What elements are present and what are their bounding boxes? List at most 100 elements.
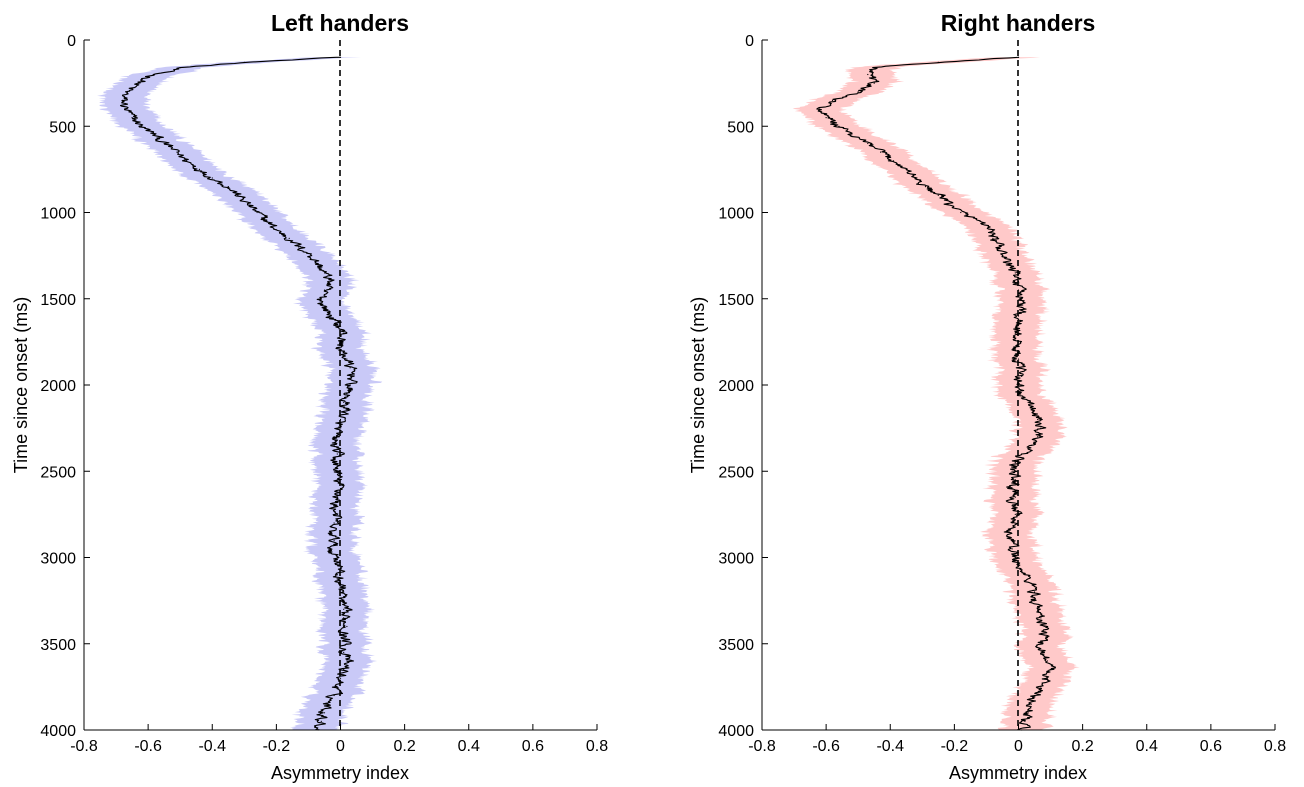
x-tick-label: 0.2 [394, 738, 416, 755]
mean-line [816, 56, 1056, 731]
data-point [1014, 496, 1016, 498]
data-point [867, 142, 869, 145]
data-point [333, 694, 335, 697]
x-tick-label: 0.6 [1200, 738, 1222, 755]
data-point [873, 82, 875, 84]
data-point [937, 194, 939, 196]
y-tick-label: 2000 [40, 378, 76, 395]
data-point [343, 608, 345, 610]
data-point [320, 720, 322, 723]
data-point [346, 643, 348, 645]
data-point [266, 220, 268, 222]
data-point [1017, 384, 1020, 386]
y-tick-label: 2500 [40, 464, 76, 481]
chart-title: Left handers [271, 10, 409, 36]
data-point [915, 177, 917, 179]
data-point [1017, 280, 1020, 283]
data-point [346, 410, 348, 412]
data-point [339, 677, 342, 679]
data-point [1024, 720, 1026, 723]
data-point [851, 134, 853, 136]
y-tick-label: 3000 [718, 551, 754, 568]
data-point [275, 229, 277, 231]
x-tick-label: -0.2 [941, 738, 969, 755]
x-tick-label: -0.4 [198, 738, 226, 755]
data-point [1011, 505, 1013, 507]
y-tick-label: 4000 [718, 723, 754, 740]
data-point [211, 177, 213, 179]
data-point [1030, 582, 1032, 585]
data-point [339, 487, 342, 490]
y-axis-label: Time since onset (ms) [688, 297, 708, 473]
x-tick-label: 0.8 [1264, 738, 1286, 755]
y-axis-label: Time since onset (ms) [11, 297, 31, 473]
data-point [1021, 375, 1023, 377]
data-point [333, 505, 335, 507]
data-point [880, 151, 882, 153]
data-point [867, 73, 869, 76]
y-tick-label: 1000 [40, 206, 76, 223]
data-point [1001, 255, 1004, 257]
data-point [1014, 272, 1016, 274]
data-point [1008, 263, 1010, 265]
y-tick-label: 0 [745, 33, 754, 50]
data-point [227, 186, 229, 188]
data-point [1021, 298, 1023, 300]
data-point [323, 289, 326, 291]
x-tick-label: 0.4 [458, 738, 480, 755]
data-point [336, 470, 338, 472]
data-point [1040, 427, 1042, 429]
data-point [288, 237, 290, 239]
data-point [1014, 556, 1016, 559]
y-tick-label: 500 [49, 119, 76, 136]
data-point [336, 513, 338, 516]
data-point [992, 229, 994, 231]
data-point [1017, 358, 1020, 360]
data-point [924, 186, 927, 188]
data-point [352, 375, 354, 377]
data-point [1027, 401, 1029, 403]
data-point [323, 272, 326, 274]
data-point [1043, 625, 1045, 628]
y-tick-label: 3500 [718, 637, 754, 654]
data-point [1030, 444, 1032, 446]
data-point [1014, 479, 1016, 481]
data-point [1011, 522, 1013, 524]
data-point [333, 444, 335, 446]
data-point [1040, 617, 1042, 619]
data-point [339, 582, 342, 585]
data-point [857, 91, 859, 93]
data-point [1017, 324, 1020, 326]
data-point [831, 99, 834, 101]
data-point [1043, 634, 1045, 636]
x-tick-label: 0 [1014, 738, 1023, 755]
data-point [1017, 315, 1020, 317]
data-point [992, 237, 994, 239]
y-tick-label: 1500 [718, 292, 754, 309]
data-point [339, 341, 342, 343]
data-point [339, 418, 342, 421]
data-point [819, 108, 821, 110]
data-point [336, 324, 338, 326]
data-point [137, 82, 140, 84]
data-point [947, 203, 949, 205]
right-handers-panel: Right handers -0.8 -0.6 -0.4 -0.2 0 0.2 0.4 0.6… [688, 10, 1286, 783]
x-tick-label: 0.6 [522, 738, 544, 755]
x-tick-label: 0.8 [586, 738, 608, 755]
data-point [176, 151, 178, 153]
data-point [330, 315, 332, 317]
data-point [333, 462, 335, 464]
data-point [333, 539, 335, 541]
y-tick-label: 4000 [40, 723, 76, 740]
data-point [1033, 694, 1036, 697]
x-tick-label: -0.8 [70, 738, 98, 755]
data-point [317, 263, 319, 265]
data-point [198, 168, 200, 170]
x-tick-label: -0.6 [812, 738, 840, 755]
data-point [330, 280, 332, 283]
data-point [330, 531, 332, 533]
data-point [1050, 669, 1052, 671]
data-point [186, 160, 188, 162]
data-point [179, 67, 181, 69]
